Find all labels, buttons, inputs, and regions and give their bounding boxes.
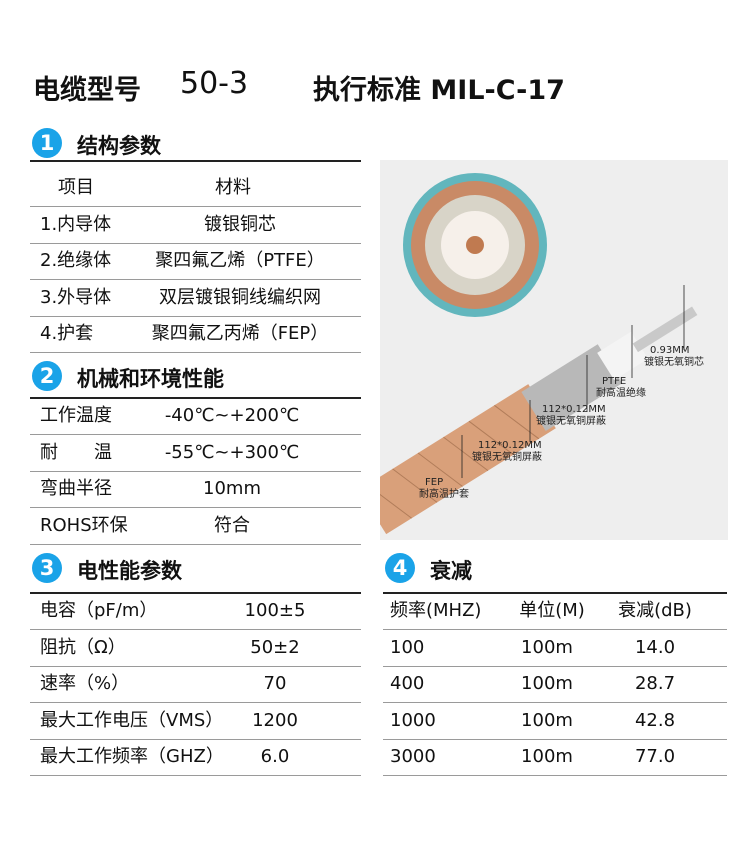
table-cell: 100±5: [244, 600, 306, 621]
label-text: 镀银无氧铜屏蔽: [536, 416, 606, 427]
table-cell: 6.0: [260, 746, 290, 767]
label-size: 0.93MM: [650, 345, 690, 356]
table-cell: 双层镀银铜线编织网: [159, 286, 321, 308]
table-cell: 77.0: [634, 746, 676, 767]
label-text: 耐高温护套: [419, 489, 469, 500]
label-text: 耐高温绝缘: [596, 388, 646, 399]
table-cell: 100m: [521, 636, 573, 658]
row-divider: [30, 434, 361, 435]
section-title: 结构参数: [77, 134, 161, 158]
row-divider: [30, 775, 361, 776]
table-cell: 28.7: [634, 673, 676, 694]
table-cell: 1.内导体: [40, 213, 112, 235]
table-cell: 工作温度: [40, 405, 112, 426]
table-cell: 3.外导体: [40, 286, 112, 308]
label-text: 镀银无氧铜屏蔽: [472, 452, 542, 463]
table-cell: 100m: [521, 673, 573, 694]
table-cell: 100m: [521, 746, 573, 767]
label-text: 镀银无氧铜芯: [644, 357, 704, 368]
section-number: 4: [385, 553, 415, 583]
table-cell: 42.8: [634, 709, 676, 731]
table-cell: 符合: [214, 514, 250, 536]
row-divider: [30, 629, 361, 630]
row-divider: [383, 775, 727, 776]
section-number: 3: [32, 553, 62, 583]
model-label: 电缆型号: [33, 75, 141, 106]
row-divider: [30, 315, 361, 317]
table-cell: 速率（%）: [40, 673, 130, 694]
table-cell: 弯曲半径: [40, 478, 112, 499]
divider: [383, 592, 727, 594]
row-divider: [30, 543, 361, 545]
divider: [30, 592, 361, 594]
column-header: 单位(M): [519, 600, 585, 621]
column-header: 材料: [215, 177, 251, 198]
table-cell: 400: [390, 673, 425, 694]
table-cell: 4.护套: [40, 323, 94, 344]
divider: [30, 397, 361, 399]
table-cell: 14.0: [634, 636, 676, 658]
table-cell: 耐 温: [40, 441, 112, 463]
model: 50-3: [180, 66, 249, 101]
row-divider: [30, 242, 361, 244]
divider: [30, 160, 361, 162]
column-header: 频率(MHZ): [390, 600, 482, 621]
table-cell: 100m: [521, 709, 573, 731]
section-number: 2: [32, 361, 62, 391]
section-title: 衰减: [430, 559, 472, 583]
table-cell: ROHS环保: [40, 514, 128, 536]
table-cell: 2.绝缘体: [40, 250, 112, 271]
column-header: 项目: [58, 177, 94, 198]
label-size: FEP: [425, 477, 444, 488]
table-cell: 1200: [252, 709, 298, 731]
standard: 执行标准 MIL-C-17: [313, 75, 565, 106]
row-divider: [30, 738, 361, 740]
row-divider: [30, 702, 361, 703]
row-divider: [30, 470, 361, 472]
table-cell: 镀银铜芯: [204, 213, 276, 235]
row-divider: [30, 279, 361, 280]
row-divider: [383, 702, 727, 703]
table-cell: 阻抗（Ω）: [40, 636, 126, 658]
label-size: 112*0.12MM: [478, 440, 542, 451]
row-divider: [30, 206, 361, 207]
table-cell: 1000: [390, 709, 436, 731]
cable-image: [380, 160, 728, 540]
row-divider: [383, 738, 727, 740]
row-divider: [383, 665, 727, 667]
table-cell: 聚四氟乙丙烯（FEP）: [151, 323, 329, 344]
row-divider: [383, 629, 727, 630]
table-cell: 最大工作电压（VMS）: [40, 709, 224, 731]
label-size: PTFE: [602, 376, 627, 387]
section-number: 1: [32, 128, 62, 158]
table-cell: 聚四氟乙烯（PTFE）: [155, 250, 325, 271]
table-cell: 10mm: [203, 478, 261, 499]
table-cell: 70: [263, 673, 287, 694]
section-title: 电性能参数: [77, 559, 182, 583]
table-cell: 3000: [390, 746, 436, 767]
table-cell: 最大工作频率（GHZ）: [40, 746, 224, 767]
row-divider: [30, 352, 361, 353]
table-cell: 100: [390, 636, 425, 658]
section-title: 机械和环境性能: [77, 367, 224, 391]
table-cell: 50±2: [250, 636, 300, 658]
row-divider: [30, 507, 361, 508]
table-cell: 电容（pF/m）: [40, 600, 158, 621]
table-cell: -40℃~+200℃: [164, 405, 300, 426]
column-header: 衰减(dB): [618, 600, 692, 621]
table-cell: -55℃~+300℃: [164, 441, 300, 463]
row-divider: [30, 665, 361, 667]
label-size: 112*0.12MM: [542, 404, 606, 415]
